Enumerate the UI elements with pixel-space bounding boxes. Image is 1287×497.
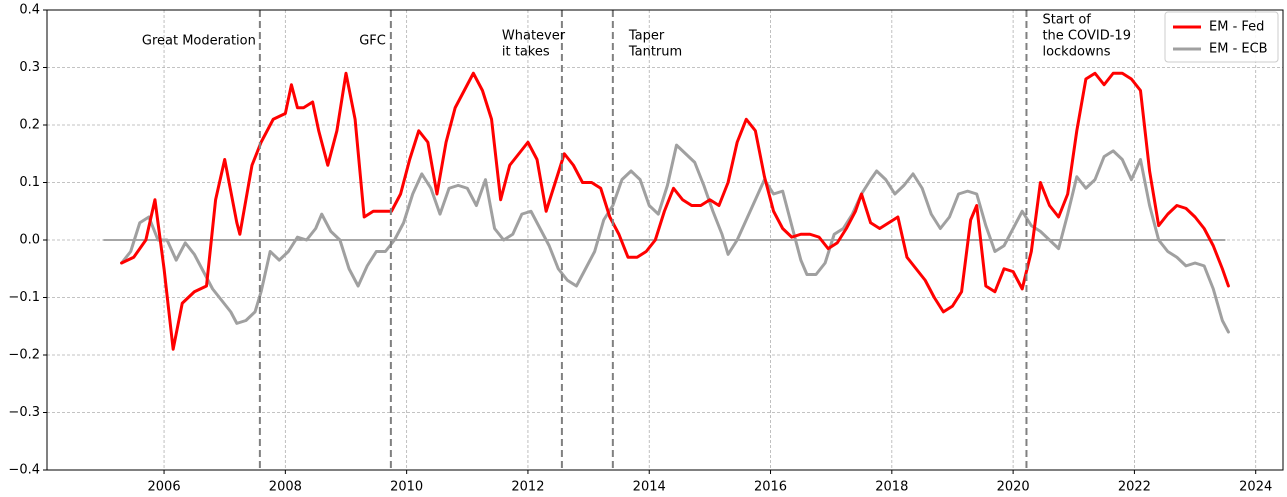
event-label: Great Moderation [142, 34, 256, 49]
event-label: GFC [359, 34, 386, 49]
y-tick-label: −0.1 [8, 290, 40, 305]
event-label: it takes [502, 45, 550, 60]
y-tick-label: 0.1 [19, 175, 40, 190]
event-label: Start of [1042, 13, 1091, 28]
y-tick-label: −0.2 [8, 348, 40, 363]
legend-label: EM - Fed [1209, 20, 1264, 35]
event-label: Taper [628, 29, 665, 44]
x-tick-label: 2016 [754, 480, 787, 495]
y-tick-label: 0.2 [19, 118, 40, 133]
event-label: Whatever [502, 29, 566, 44]
x-tick-label: 2014 [633, 480, 666, 495]
x-tick-label: 2006 [148, 480, 181, 495]
x-tick-label: 2018 [875, 480, 908, 495]
event-label: the COVID-19 [1042, 29, 1131, 44]
x-tick-label: 2012 [511, 480, 544, 495]
event-label: lockdowns [1042, 45, 1110, 60]
x-tick-label: 2020 [997, 480, 1030, 495]
x-tick-label: 2008 [269, 480, 302, 495]
event-label: Tantrum [628, 45, 682, 60]
y-tick-label: 0.0 [19, 233, 40, 248]
x-tick-label: 2022 [1118, 480, 1151, 495]
y-tick-label: 0.3 [19, 60, 40, 75]
x-tick-label: 2010 [390, 480, 423, 495]
y-tick-label: −0.3 [8, 405, 40, 420]
legend-label: EM - ECB [1209, 42, 1268, 57]
series-line [120, 143, 1230, 334]
y-tick-label: 0.4 [19, 3, 40, 18]
y-tick-label: −0.4 [8, 463, 40, 478]
x-tick-label: 2024 [1239, 480, 1272, 495]
plot-frame [46, 9, 1284, 471]
series-line [120, 71, 1230, 351]
